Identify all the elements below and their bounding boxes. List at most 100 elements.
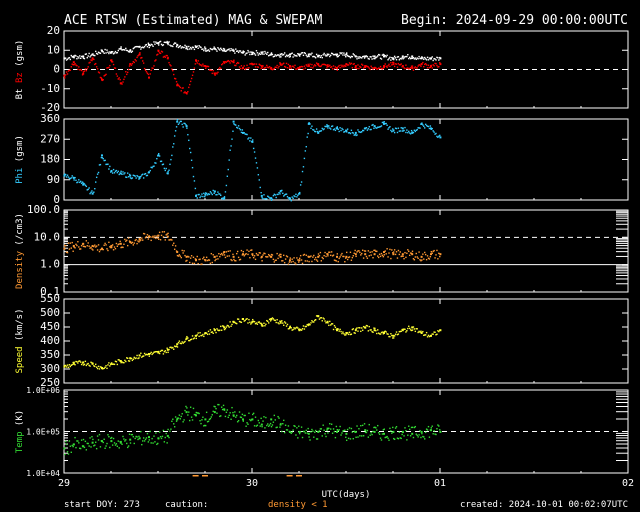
data-point [175,81,178,83]
data-point [353,332,355,334]
data-point [351,131,354,134]
y-tick-label: 20 [47,24,60,37]
data-point [304,67,307,69]
data-point [404,126,406,129]
data-point [366,325,369,327]
data-point [197,47,199,49]
data-point [181,87,183,89]
data-point [73,246,75,248]
data-point [105,244,107,246]
data-point [152,352,154,355]
data-point [341,52,343,54]
data-point [63,174,66,177]
data-point [236,421,239,423]
data-point [302,254,305,256]
data-point [310,127,312,129]
data-point [148,235,150,238]
data-point [427,64,430,66]
data-point [406,67,408,70]
data-point [264,252,266,255]
data-point [88,187,90,189]
data-point [99,249,102,251]
data-point [277,193,279,196]
data-point [189,257,192,259]
data-point [216,73,218,75]
data-point [143,440,146,442]
data-point [354,249,356,252]
data-point [129,49,132,52]
data-point [354,131,357,134]
data-point [74,247,76,249]
data-point [283,254,285,257]
data-point [240,416,243,419]
data-point [424,58,427,60]
data-point [347,437,350,440]
data-point [358,67,360,70]
data-point [374,327,376,330]
data-point [189,261,191,264]
data-point [347,256,350,259]
data-point [150,69,152,72]
data-point [413,67,416,69]
data-point [223,328,226,331]
data-point [139,175,141,178]
data-point [198,412,200,415]
data-point [300,65,303,68]
data-point [167,232,169,235]
data-point [280,253,282,256]
data-point [406,439,408,441]
data-point [420,436,422,439]
data-point [106,49,108,51]
data-point [230,47,232,50]
data-point [302,166,305,168]
data-point [408,425,410,427]
data-point [375,127,377,129]
data-point [398,59,401,61]
data-point [194,258,197,260]
data-point [370,329,372,331]
data-point [434,331,436,333]
data-point [392,430,395,433]
data-point [292,429,294,431]
data-point [177,341,180,344]
data-point [157,41,160,44]
data-point [180,47,182,49]
data-point [164,169,166,172]
data-point [302,68,305,71]
data-point [385,253,387,255]
data-point [270,253,273,256]
data-point [376,429,378,431]
data-point [350,62,353,65]
data-point [79,248,82,250]
data-point [373,329,376,332]
data-point [433,131,435,133]
data-point [136,354,138,357]
data-point [364,253,367,256]
data-point [146,432,149,435]
data-point [72,362,75,365]
data-point [252,320,255,323]
data-point [200,46,202,49]
data-point [207,65,210,68]
data-point [307,323,310,326]
data-point [235,64,237,67]
data-point [161,51,164,53]
data-point [242,50,244,52]
data-point [289,259,291,262]
data-point [297,53,299,55]
data-point [209,329,212,331]
data-point [261,425,263,428]
x-tick-label: 30 [246,478,258,489]
data-point [358,57,360,60]
data-point [326,125,329,128]
data-point [312,430,314,432]
data-point [224,327,227,330]
data-point [169,239,171,241]
data-point [379,65,382,68]
data-point [133,242,135,244]
data-point [369,329,371,331]
data-point [106,248,108,250]
data-point [202,195,204,198]
data-point [186,335,188,338]
data-point [158,153,160,155]
